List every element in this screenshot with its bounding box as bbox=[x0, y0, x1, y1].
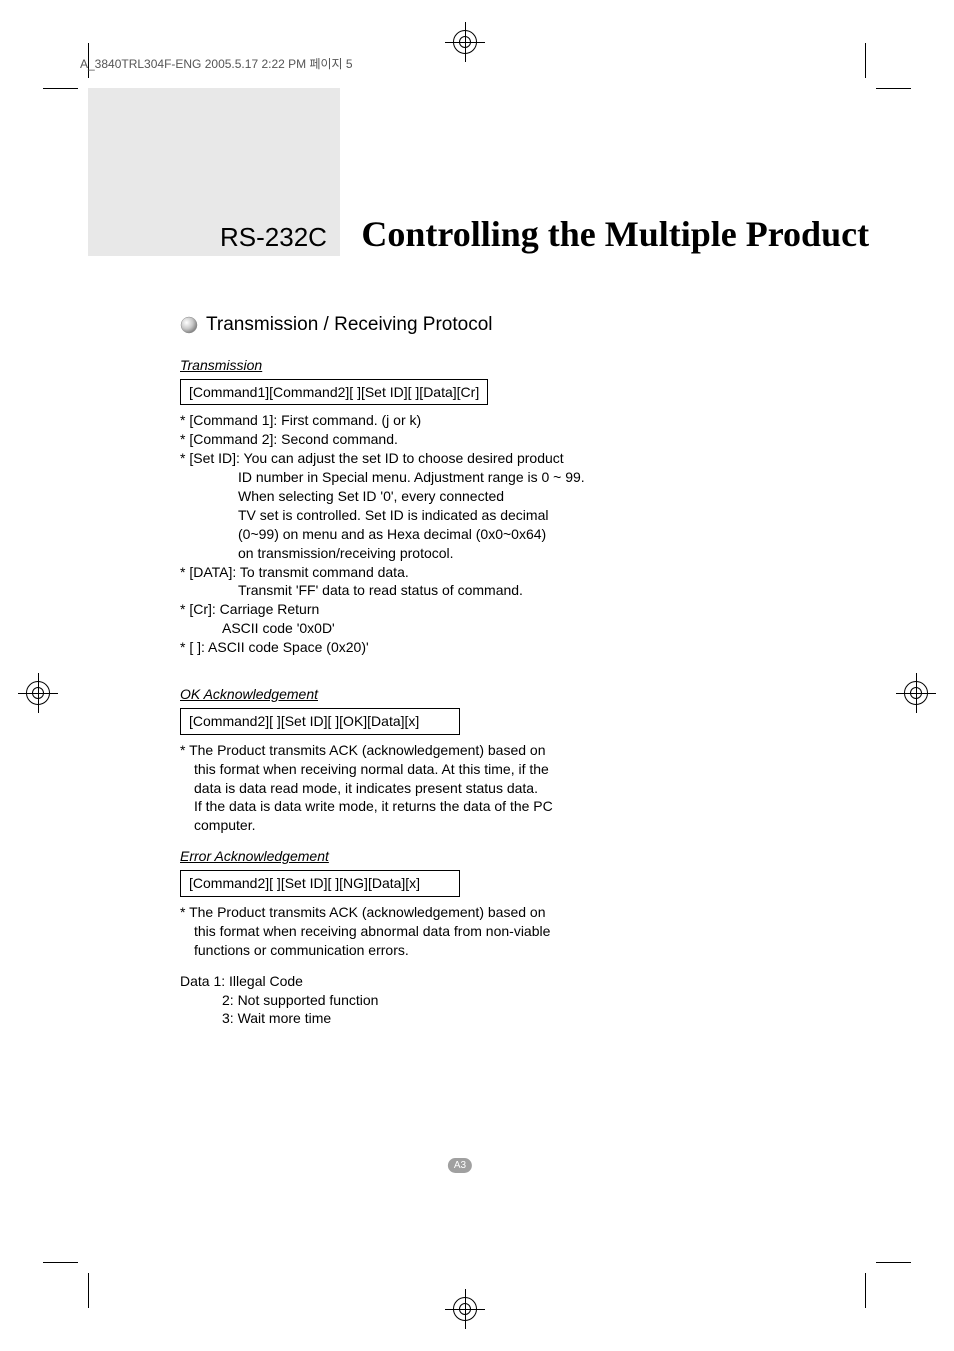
text-line: this format when receiving abnormal data… bbox=[180, 922, 800, 941]
text-line: Transmit 'FF' data to read status of com… bbox=[180, 581, 800, 600]
text-line: * [Command 2]: Second command. bbox=[180, 430, 800, 449]
page-number: A3 bbox=[448, 1155, 472, 1173]
crop-mark bbox=[865, 43, 866, 78]
text-line: If the data is data write mode, it retur… bbox=[180, 797, 800, 816]
page-number-badge: A3 bbox=[448, 1158, 472, 1173]
header-metadata: A_3840TRL304F-ENG 2005.5.17 2:22 PM 페이지 … bbox=[80, 55, 353, 72]
text-line: functions or communication errors. bbox=[180, 941, 800, 960]
registration-mark-icon bbox=[18, 673, 58, 713]
transmission-format-box: [Command1][Command2][ ][Set ID][ ][Data]… bbox=[180, 379, 488, 406]
crop-mark bbox=[43, 88, 78, 89]
title-prefix: RS-232C bbox=[220, 222, 327, 253]
text-line: on transmission/receiving protocol. bbox=[180, 544, 800, 563]
text-line: this format when receiving normal data. … bbox=[180, 760, 800, 779]
page-title-area: RS-232C Controlling the Multiple Product bbox=[220, 213, 870, 255]
text-line: 3: Wait more time bbox=[180, 1009, 800, 1028]
text-line: (0~99) on menu and as Hexa decimal (0x0~… bbox=[180, 525, 800, 544]
text-line: * The Product transmits ACK (acknowledge… bbox=[180, 903, 800, 922]
registration-mark-icon bbox=[445, 22, 485, 62]
text-line: computer. bbox=[180, 816, 800, 835]
error-ack-label: Error Acknowledgement bbox=[180, 847, 800, 866]
text-line: ID number in Special menu. Adjustment ra… bbox=[180, 468, 800, 487]
text-line: * The Product transmits ACK (acknowledge… bbox=[180, 741, 800, 760]
ok-ack-label: OK Acknowledgement bbox=[180, 685, 800, 704]
registration-mark-icon bbox=[445, 1289, 485, 1329]
registration-mark-icon bbox=[896, 673, 936, 713]
title-main: Controlling the Multiple Product bbox=[361, 213, 869, 255]
text-line: TV set is controlled. Set ID is indicate… bbox=[180, 506, 800, 525]
error-ack-body: * The Product transmits ACK (acknowledge… bbox=[180, 903, 800, 960]
text-line: * [Cr]: Carriage Return bbox=[180, 600, 800, 619]
ok-ack-format-box: [Command2][ ][Set ID][ ][OK][Data][x] bbox=[180, 708, 460, 735]
text-line: * [DATA]: To transmit command data. bbox=[180, 563, 800, 582]
crop-mark bbox=[876, 1262, 911, 1263]
crop-mark bbox=[43, 1262, 78, 1263]
crop-mark bbox=[88, 1273, 89, 1308]
text-line: ASCII code '0x0D' bbox=[180, 619, 800, 638]
ok-ack-body: * The Product transmits ACK (acknowledge… bbox=[180, 741, 800, 835]
text-line: * [Command 1]: First command. (j or k) bbox=[180, 411, 800, 430]
error-ack-format-box: [Command2][ ][Set ID][ ][NG][Data][x] bbox=[180, 870, 460, 897]
data-codes-body: Data 1: Illegal Code 2: Not supported fu… bbox=[180, 972, 800, 1029]
bullet-sphere-icon bbox=[180, 316, 198, 334]
text-line: 2: Not supported function bbox=[180, 991, 800, 1010]
section-heading-text: Transmission / Receiving Protocol bbox=[206, 312, 493, 338]
crop-mark bbox=[865, 1273, 866, 1308]
text-line: When selecting Set ID '0', every connect… bbox=[180, 487, 800, 506]
transmission-body: * [Command 1]: First command. (j or k) *… bbox=[180, 411, 800, 657]
crop-mark bbox=[876, 88, 911, 89]
text-line: Data 1: Illegal Code bbox=[180, 972, 800, 991]
section-heading: Transmission / Receiving Protocol bbox=[180, 312, 800, 338]
text-line: data is data read mode, it indicates pre… bbox=[180, 779, 800, 798]
transmission-label: Transmission bbox=[180, 356, 800, 375]
text-line: * [Set ID]: You can adjust the set ID to… bbox=[180, 449, 800, 468]
text-line: * [ ]: ASCII code Space (0x20)' bbox=[180, 638, 800, 657]
content-body: Transmission / Receiving Protocol Transm… bbox=[180, 312, 800, 1028]
